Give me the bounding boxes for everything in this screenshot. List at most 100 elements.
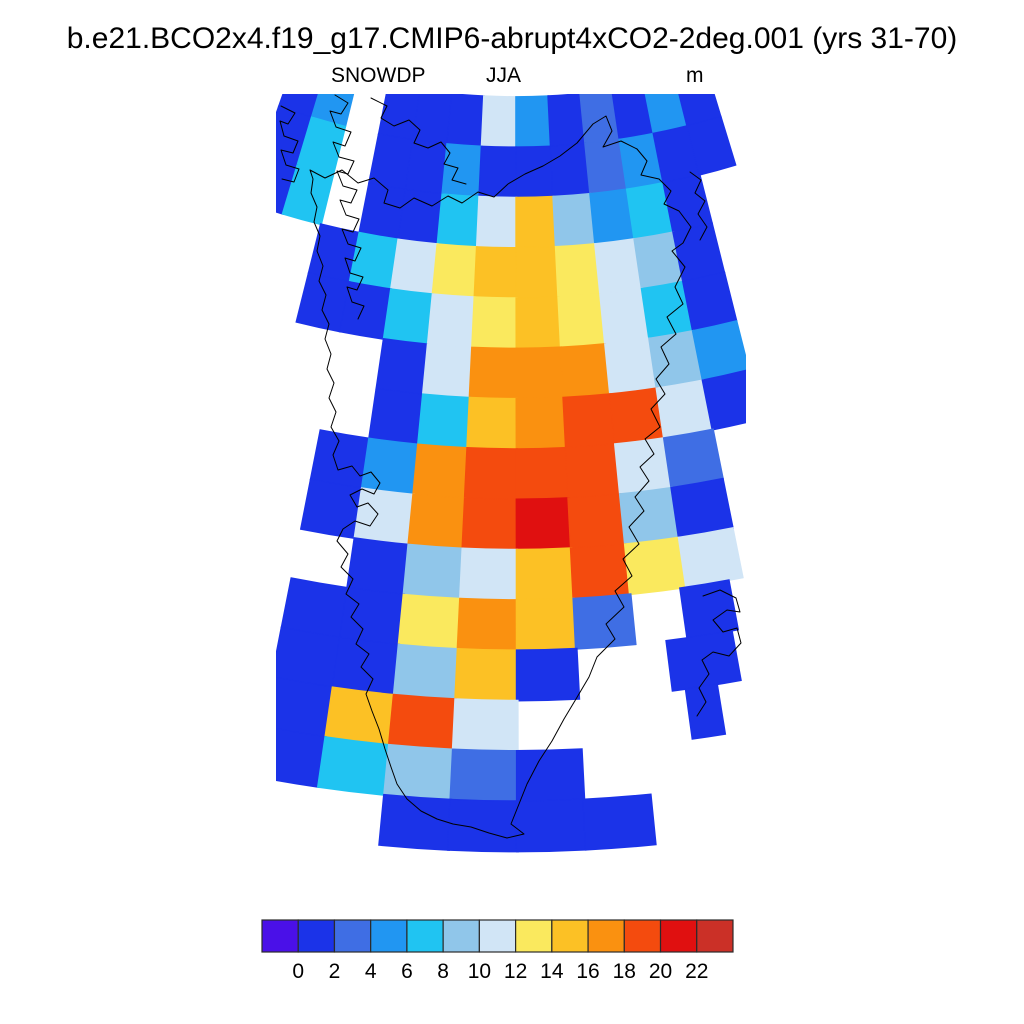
map-cell — [554, 242, 602, 299]
colorbar-segment — [333, 919, 372, 953]
map-cell — [466, 396, 519, 451]
map-cell — [471, 296, 518, 350]
map-cell — [515, 647, 581, 702]
map-cell — [478, 145, 518, 199]
map-cell — [392, 643, 460, 701]
coastline-canada3 — [370, 97, 467, 185]
map-cell — [515, 597, 578, 652]
map-cell — [276, 676, 335, 739]
colorbar-tick-label: 2 — [329, 960, 341, 983]
map-cell — [368, 387, 425, 446]
map-cell — [299, 478, 364, 540]
coastline-canada1 — [279, 105, 300, 183]
map-cell — [446, 94, 486, 148]
season-label: JJA — [486, 64, 522, 87]
colorbar-tick-label: 0 — [292, 960, 304, 983]
colorbar-segment — [587, 919, 625, 953]
map-cell — [378, 793, 453, 851]
colorbar-segment — [297, 919, 336, 953]
map-cell — [441, 143, 483, 198]
map-cell — [557, 292, 607, 349]
map-cell — [402, 543, 465, 600]
map-cell — [613, 436, 673, 496]
map-cell — [309, 429, 371, 490]
map-cell — [324, 686, 396, 746]
map-cell — [397, 188, 444, 246]
map-cell — [515, 95, 552, 149]
coastline-greenland — [309, 115, 692, 839]
variable-label: SNOWDP — [331, 64, 426, 87]
map-cell — [665, 629, 742, 692]
colorbar-segment — [478, 919, 517, 953]
map-cell — [468, 346, 518, 400]
map-cell — [411, 94, 453, 146]
map-cell — [480, 95, 518, 149]
map-cell — [412, 443, 469, 500]
map-cell — [582, 793, 657, 851]
map-cell — [608, 387, 666, 446]
map-cell — [331, 636, 401, 696]
map-cell — [686, 115, 737, 176]
map-cell — [449, 748, 519, 803]
map-cell — [316, 736, 391, 796]
map-cell — [431, 243, 479, 299]
map-cell — [562, 393, 617, 449]
map-cell — [463, 446, 519, 501]
colorbar-segment — [551, 919, 589, 953]
map-cell — [701, 369, 746, 431]
colorbar-segment — [442, 919, 480, 953]
plot-title: b.e21.BCO2x4.f19_g17.CMIP6-abrupt4xCO2-2… — [66, 22, 958, 55]
map-cell — [475, 195, 518, 249]
map-cell — [515, 396, 568, 451]
map-cell — [611, 94, 655, 141]
map-cell — [662, 428, 724, 489]
map-cell — [360, 437, 420, 496]
colorbar: 0 2 4 6 8 10 12 14 16 18 20 22 — [261, 919, 734, 983]
map-cell — [515, 446, 570, 501]
map-cell — [677, 527, 744, 589]
map-cell — [564, 443, 622, 500]
map-cell — [515, 748, 586, 803]
map-cell — [397, 593, 462, 650]
map-cell — [458, 547, 519, 601]
colorbar-tick-label: 18 — [613, 960, 636, 983]
map-cell — [461, 497, 519, 551]
coastline-iceland — [696, 589, 742, 717]
map-cell — [383, 743, 455, 801]
map-cell — [346, 537, 410, 596]
colorbar-segment — [370, 919, 408, 953]
colorbar-tick-label: 16 — [576, 960, 599, 983]
map-cell — [387, 693, 458, 751]
map-cell — [515, 346, 565, 400]
colorbar-tick-label: 4 — [365, 960, 377, 983]
map-cell — [559, 342, 612, 399]
map-cell — [454, 647, 519, 702]
coastline-svalbard — [689, 171, 708, 241]
map-cell — [276, 727, 328, 789]
colorbar-tick-label: 8 — [437, 960, 449, 983]
map-cell — [515, 547, 576, 601]
map-cell — [684, 683, 727, 740]
units-label: m — [686, 64, 704, 87]
map-cell — [310, 94, 355, 128]
map-layer — [276, 94, 746, 853]
map-cell — [552, 192, 597, 248]
map-cell — [389, 238, 439, 296]
colorbar-tick-label: 22 — [685, 960, 708, 983]
map-cell — [421, 343, 474, 399]
map-cell — [353, 487, 415, 546]
map-cell — [416, 393, 472, 449]
colorbar-segment — [623, 919, 662, 953]
map-cell — [426, 293, 476, 349]
map-cell — [515, 195, 558, 249]
coastline-canada2 — [329, 94, 365, 320]
map-cell — [382, 288, 434, 346]
map-cell — [473, 246, 518, 300]
map-cell — [515, 497, 573, 551]
map-cell — [451, 698, 519, 752]
colorbar-segment — [659, 919, 698, 953]
map-cell — [515, 296, 563, 350]
colorbar-tick-label: 12 — [504, 960, 527, 983]
map-cell — [446, 798, 519, 853]
